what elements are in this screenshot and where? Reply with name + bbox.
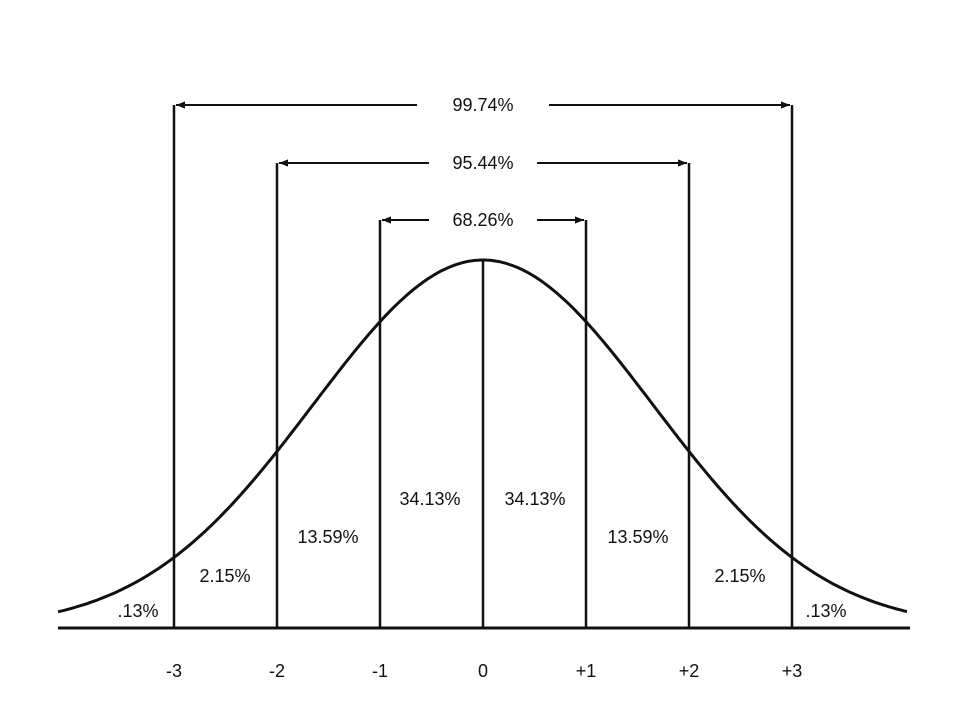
sigma-label: +3	[782, 661, 803, 681]
region-label: 34.13%	[399, 489, 460, 509]
sigma-label: +1	[576, 661, 597, 681]
region-label: 13.59%	[607, 527, 668, 547]
region-label: .13%	[805, 601, 846, 621]
region-label: 2.15%	[714, 566, 765, 586]
bracket-label: 95.44%	[452, 153, 513, 173]
bracket-label: 68.26%	[452, 210, 513, 230]
sigma-label: -3	[166, 661, 182, 681]
sigma-label: -1	[372, 661, 388, 681]
bracket-label: 99.74%	[452, 95, 513, 115]
region-label: 34.13%	[504, 489, 565, 509]
sigma-label: -2	[269, 661, 285, 681]
diagram-layer: 99.74% 95.44% 68.26% .13% 2.15% 13.59% 34.13% 3…	[57, 95, 908, 681]
sigma-label: 0	[478, 661, 488, 681]
sigma-label: +2	[679, 661, 700, 681]
region-label: .13%	[117, 601, 158, 621]
region-label: 13.59%	[297, 527, 358, 547]
region-label: 2.15%	[199, 566, 250, 586]
